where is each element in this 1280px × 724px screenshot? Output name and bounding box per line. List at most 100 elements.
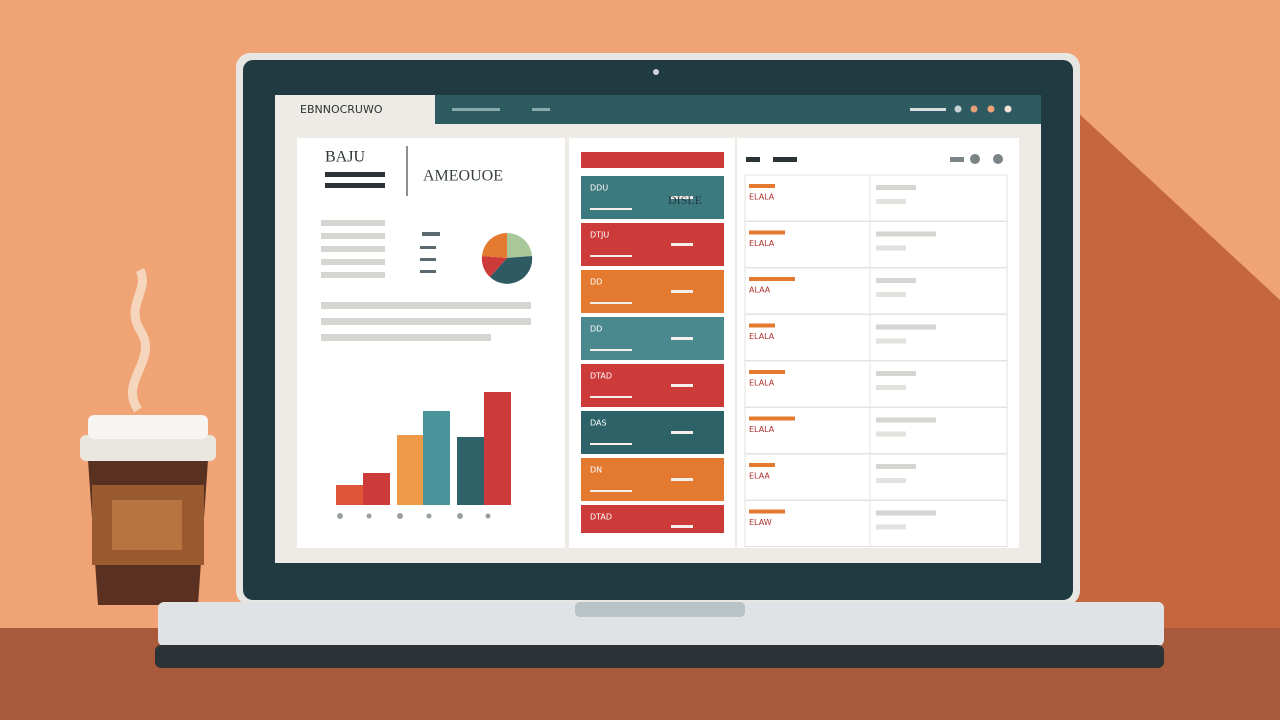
toolbar-dot xyxy=(970,154,980,164)
base-bottom xyxy=(155,645,1164,668)
cell-line xyxy=(876,245,906,251)
toolbar-dot xyxy=(993,154,1003,164)
card xyxy=(581,223,724,266)
card xyxy=(581,176,724,219)
dot xyxy=(970,105,978,113)
notch xyxy=(575,602,745,617)
card-line xyxy=(590,443,632,445)
nav-line xyxy=(452,108,500,111)
bars xyxy=(336,392,511,505)
axis-dots xyxy=(337,513,491,519)
cell-line xyxy=(876,524,906,530)
card-line xyxy=(671,384,693,387)
card xyxy=(581,458,724,501)
card xyxy=(581,505,724,533)
row-border xyxy=(744,500,1008,547)
panel-heading: AMEOUOE xyxy=(423,168,503,185)
card-line xyxy=(590,396,632,398)
legend-lines xyxy=(420,232,440,273)
row-label: ELAA xyxy=(749,472,770,481)
panel-title: BAJU xyxy=(325,149,365,166)
row-label: ELALA xyxy=(749,379,775,388)
divider xyxy=(406,146,408,196)
toolbar-item xyxy=(950,157,964,162)
card xyxy=(581,364,724,407)
row-tag xyxy=(749,230,785,235)
header-title: EBNNOCRUWO xyxy=(300,103,383,116)
cell-line xyxy=(876,385,906,390)
card-line xyxy=(590,302,632,304)
row-tag xyxy=(749,323,775,328)
card-line xyxy=(671,431,693,434)
row-tag xyxy=(749,509,785,514)
card-highlight: DISLE xyxy=(668,193,702,207)
header-bar xyxy=(435,95,1041,124)
pie xyxy=(481,232,533,284)
card-line xyxy=(590,349,632,351)
cell-line xyxy=(876,324,936,330)
card xyxy=(581,270,724,313)
cell-line xyxy=(876,478,906,483)
row-tag xyxy=(749,277,795,281)
cup-label xyxy=(112,500,182,550)
row-tag xyxy=(749,184,775,188)
laptop-base xyxy=(158,602,1164,646)
cell-line xyxy=(876,431,906,437)
card-label: DTJU xyxy=(590,231,609,240)
card-line xyxy=(671,478,693,481)
row-label: ELAW xyxy=(749,518,772,527)
row-label: ELALA xyxy=(749,193,775,202)
card-label: DTAD xyxy=(590,513,612,522)
row-tag xyxy=(749,416,795,421)
row-label: ELALA xyxy=(749,332,775,341)
card-line xyxy=(671,196,693,199)
card-label: DD xyxy=(590,278,602,287)
card-line xyxy=(671,243,693,246)
cell-line xyxy=(876,371,916,376)
subtitle-bar xyxy=(325,183,385,188)
steam xyxy=(128,267,150,413)
card-line xyxy=(671,290,693,293)
header-title-box xyxy=(277,95,433,124)
dot xyxy=(1004,105,1012,113)
cell-line xyxy=(876,292,906,297)
cell-line xyxy=(876,417,936,423)
shadow xyxy=(1075,110,1280,630)
card-line xyxy=(671,525,693,528)
row-tag xyxy=(749,370,785,374)
cup-lid xyxy=(80,435,216,461)
card-label: DN xyxy=(590,466,602,475)
toolbar-item xyxy=(746,157,760,162)
cell-line xyxy=(876,510,936,516)
row-tag xyxy=(749,463,775,467)
card xyxy=(581,317,724,360)
nav-line xyxy=(532,108,550,111)
cell-line xyxy=(876,231,936,237)
cell-line xyxy=(876,338,906,344)
dot xyxy=(987,105,995,113)
text-lines xyxy=(321,220,531,341)
middle-header xyxy=(581,152,724,168)
row-label: ELALA xyxy=(749,239,775,248)
row-label: ALAA xyxy=(749,286,771,295)
cup-lid-top xyxy=(88,415,208,439)
card-line xyxy=(590,490,632,492)
card-line xyxy=(590,255,632,257)
toolbar-item xyxy=(773,157,797,162)
dot xyxy=(954,105,962,113)
cell-line xyxy=(876,185,916,190)
nav-line xyxy=(910,108,946,111)
card-line xyxy=(671,337,693,340)
cell-line xyxy=(876,199,906,204)
camera xyxy=(653,69,659,75)
card-label: DD xyxy=(590,325,602,334)
card xyxy=(581,411,724,454)
cell-line xyxy=(876,278,916,283)
card-label: DDU xyxy=(590,184,608,193)
cell-line xyxy=(876,464,916,469)
card-label: DAS xyxy=(590,419,607,428)
row-label: ELALA xyxy=(749,425,775,434)
card-label: DTAD xyxy=(590,372,612,381)
